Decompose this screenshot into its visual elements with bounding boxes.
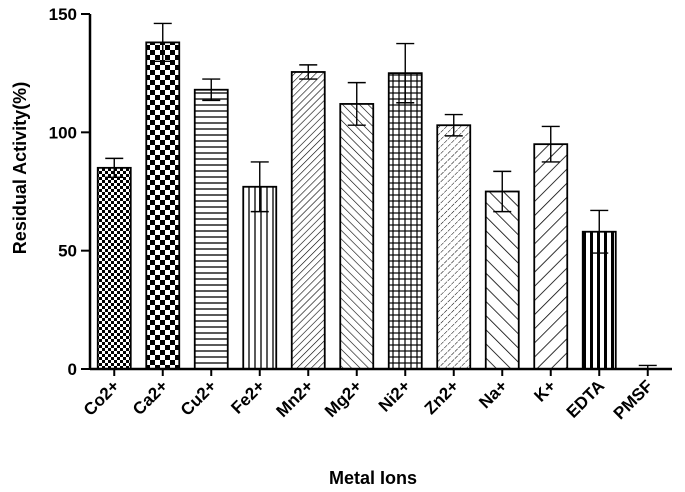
y-tick-label-100: 100 bbox=[49, 123, 77, 142]
y-axis-title: Residual Activity(%) bbox=[10, 82, 30, 254]
bar-K+ bbox=[533, 143, 569, 370]
bar-Mg2+ bbox=[339, 103, 375, 370]
x-axis-title: Metal Ions bbox=[329, 468, 417, 488]
error-bars-group bbox=[105, 22, 657, 370]
error-bar-Mn2+ bbox=[299, 64, 318, 80]
y-ticks-group: 0 50 100 150 bbox=[49, 5, 90, 379]
error-bar-Ca2+ bbox=[153, 22, 172, 63]
error-bar-Mg2+ bbox=[347, 81, 366, 126]
x-tick-label-PMSF: PMSF bbox=[610, 376, 657, 423]
bar-EDTA bbox=[581, 230, 617, 370]
bar-Ca2+ bbox=[145, 41, 181, 370]
x-tick-label-Fe2+: Fe2+ bbox=[227, 376, 268, 417]
error-bar-K+ bbox=[541, 125, 560, 163]
x-labels-group: Co2+ Ca2+ Cu2+ Fe2+ Mn2+ Mg2+ Ni2+ Zn2+ Na+ K+ EDT… bbox=[80, 376, 657, 423]
axes-group bbox=[88, 14, 672, 376]
error-bar-Co2+ bbox=[105, 157, 124, 179]
bar-Co2+ bbox=[96, 166, 132, 370]
error-bar-Na+ bbox=[493, 170, 512, 213]
x-tick-label-Cu2+: Cu2+ bbox=[177, 376, 220, 419]
y-tick-label-50: 50 bbox=[58, 242, 77, 261]
x-tick-label-Mn2+: Mn2+ bbox=[273, 376, 318, 421]
bar-Ni2+ bbox=[387, 72, 423, 370]
x-tick-label-Ca2+: Ca2+ bbox=[129, 376, 172, 419]
x-tick-label-Mg2+: Mg2+ bbox=[321, 376, 366, 421]
error-bar-Cu2+ bbox=[202, 78, 221, 102]
x-tick-label-EDTA: EDTA bbox=[563, 376, 608, 421]
x-tick-label-Zn2+: Zn2+ bbox=[421, 376, 463, 418]
y-tick-label-0: 0 bbox=[68, 360, 77, 379]
error-bar-Ni2+ bbox=[396, 42, 415, 104]
error-bar-Fe2+ bbox=[250, 161, 269, 213]
bar-Cu2+ bbox=[193, 88, 229, 370]
x-tick-label-K+: K+ bbox=[530, 376, 559, 405]
y-tick-label-150: 150 bbox=[49, 5, 77, 24]
error-bar-Zn2+ bbox=[444, 113, 463, 137]
bar-Mn2+ bbox=[290, 71, 326, 370]
error-bar-EDTA bbox=[590, 209, 609, 254]
x-tick-label-Co2+: Co2+ bbox=[80, 376, 123, 419]
bar-Zn2+ bbox=[436, 124, 472, 370]
bar-Na+ bbox=[484, 190, 520, 370]
x-tick-label-Na+: Na+ bbox=[475, 376, 511, 412]
x-tick-label-Ni2+: Ni2+ bbox=[375, 376, 414, 415]
bar-Fe2+ bbox=[242, 185, 278, 370]
